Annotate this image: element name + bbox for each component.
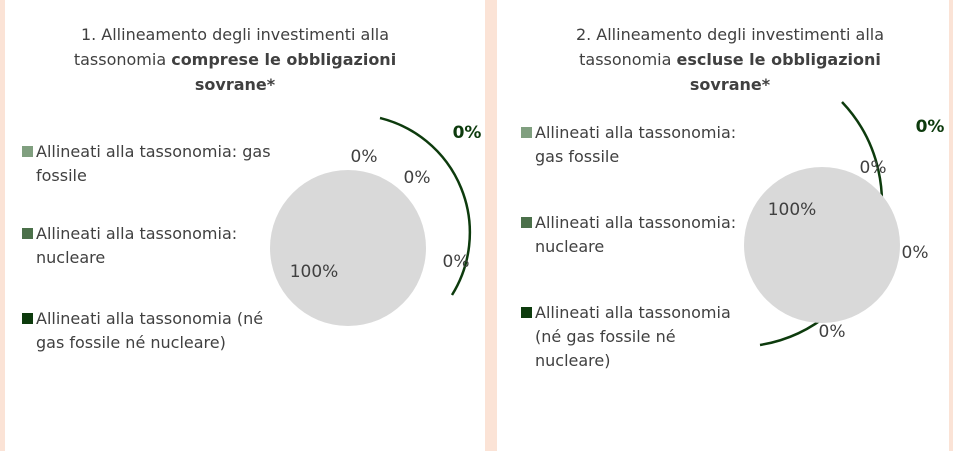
pie-slice [744,167,900,323]
legend-item: Allineati alla tassonomia: gas fossile [22,140,281,188]
legend-item: Allineati alla tassonomia (né gas fossil… [521,301,750,373]
panel-border [949,0,953,451]
data-label: 0% [860,158,887,178]
legend-item: Allineati alla tassonomia: gas fossile [521,121,750,169]
legend-swatch [521,217,532,228]
title-bold: comprese le obbligazioni sovrane* [171,50,397,94]
panel-divider [485,0,497,451]
legend-label: Allineati alla tassonomia: gas fossile [535,123,737,166]
legend-item: Allineati alla tassonomia: nucleare [22,222,281,270]
data-label: 0% [902,243,929,263]
bracket-arc [379,116,472,296]
data-label: 100% [290,262,339,282]
chart-title: 1. Allineamento degli investimenti alla … [45,22,425,97]
legend-swatch [521,127,532,138]
legend-label: Allineati alla tassonomia: nucleare [36,224,238,267]
legend-label: Allineati alla tassonomia (né gas fossil… [36,309,264,352]
data-label: 0% [351,147,378,167]
panel-border [0,0,5,451]
title-bold: escluse le obbligazioni sovrane* [676,50,881,94]
pie-slice [270,170,426,326]
legend-swatch [22,313,33,324]
legend-item: Allineati alla tassonomia: nucleare [521,211,750,259]
legend-swatch [22,228,33,239]
annotation: 0% [916,117,945,137]
legend-item: Allineati alla tassonomia (né gas fossil… [22,307,281,355]
legend-label: Allineati alla tassonomia: nucleare [535,213,737,256]
legend-label: Allineati alla tassonomia (né gas fossil… [535,303,731,370]
legend-swatch [521,307,532,318]
chart-title: 2. Allineamento degli investimenti alla … [545,22,915,97]
title-text: 2. Allineamento degli investimenti alla … [575,25,885,69]
data-label: 100% [768,200,817,220]
annotation: 0% [453,123,482,143]
legend-swatch [22,146,33,157]
data-label: 0% [819,322,846,342]
data-label: 0% [404,168,431,188]
data-label: 0% [443,252,470,272]
title-text: 1. Allineamento degli investimenti alla … [73,25,390,69]
legend-label: Allineati alla tassonomia: gas fossile [36,142,271,185]
